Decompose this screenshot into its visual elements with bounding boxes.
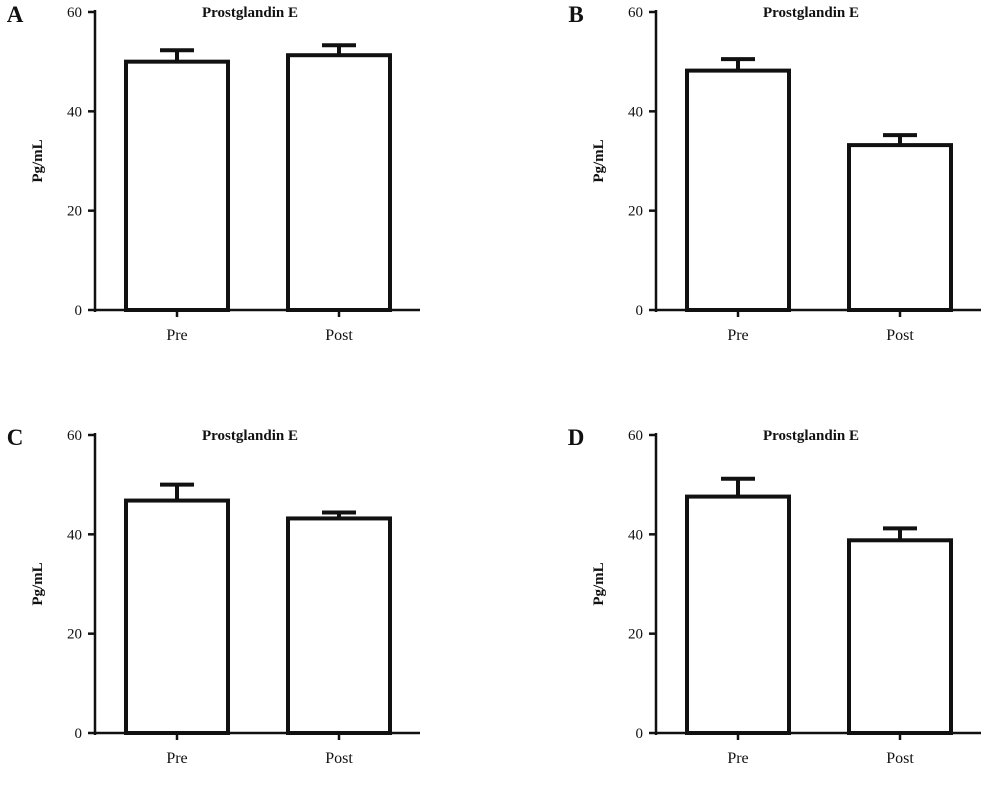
category-label: Post: [886, 327, 914, 344]
category-label: Pre: [727, 750, 748, 767]
panel-label: C: [7, 425, 24, 450]
figure: A Prostglandin E Pg/mL 0 20 40 60 Pre Post B Prost…: [0, 0, 1000, 767]
chart-panel-a: A Prostglandin E Pg/mL 0 20 40 60 Pre Post: [0, 0, 500, 384]
chart-title: Prostglandin E: [202, 428, 298, 444]
y-tick-label: 60: [67, 5, 82, 21]
y-tick-label: 40: [628, 104, 643, 120]
y-axis-label: Pg/mL: [591, 562, 607, 605]
y-tick-label: 20: [67, 627, 82, 643]
y-axis-label: Pg/mL: [30, 139, 46, 182]
panel-label: D: [568, 425, 585, 450]
chart-title: Prostglandin E: [763, 5, 859, 21]
chart-panel-b: B Prostglandin E Pg/mL 0 20 40 60 Pre Post: [561, 0, 1000, 384]
chart-panel-c: C Prostglandin E Pg/mL 0 20 40 60 Pre Post: [0, 423, 500, 807]
y-tick-label: 60: [628, 5, 643, 21]
panel-label: B: [568, 2, 583, 27]
y-tick-label: 0: [636, 303, 644, 319]
chart-title: Prostglandin E: [763, 428, 859, 444]
category-label: Pre: [727, 327, 748, 344]
bar-pre: [685, 68, 791, 312]
category-label: Pre: [166, 750, 187, 767]
bar-pre: [124, 59, 230, 312]
y-tick-label: 20: [67, 204, 82, 220]
y-tick-label: 60: [628, 428, 643, 444]
bar-post: [847, 143, 953, 312]
bar-pre: [124, 498, 230, 735]
bar-chart-svg: C Prostglandin E Pg/mL 0 20 40 60 Pre Post: [7, 425, 420, 767]
y-axis-label: Pg/mL: [591, 139, 607, 182]
bar-post: [847, 538, 953, 735]
category-label: Post: [886, 750, 914, 767]
bar-pre: [685, 494, 791, 735]
y-tick-label: 0: [636, 726, 644, 742]
y-tick-label: 20: [628, 627, 643, 643]
chart-panel-d: D Prostglandin E Pg/mL 0 20 40 60 Pre Post: [561, 423, 1000, 807]
category-label: Pre: [166, 327, 187, 344]
y-tick-label: 40: [628, 527, 643, 543]
category-label: Post: [325, 750, 353, 767]
bar-post: [286, 53, 392, 312]
y-tick-label: 0: [75, 303, 83, 319]
y-tick-label: 40: [67, 527, 82, 543]
y-tick-label: 40: [67, 104, 82, 120]
panel-label: A: [7, 2, 24, 27]
bar-chart-svg: B Prostglandin E Pg/mL 0 20 40 60 Pre Post: [568, 2, 981, 344]
y-tick-label: 0: [75, 726, 83, 742]
y-tick-label: 60: [67, 428, 82, 444]
y-tick-label: 20: [628, 204, 643, 220]
chart-title: Prostglandin E: [202, 5, 298, 21]
category-label: Post: [325, 327, 353, 344]
bar-chart-svg: D Prostglandin E Pg/mL 0 20 40 60 Pre Post: [568, 425, 981, 767]
bar-chart-svg: A Prostglandin E Pg/mL 0 20 40 60 Pre Post: [7, 2, 420, 344]
bar-post: [286, 516, 392, 735]
y-axis-label: Pg/mL: [30, 562, 46, 605]
